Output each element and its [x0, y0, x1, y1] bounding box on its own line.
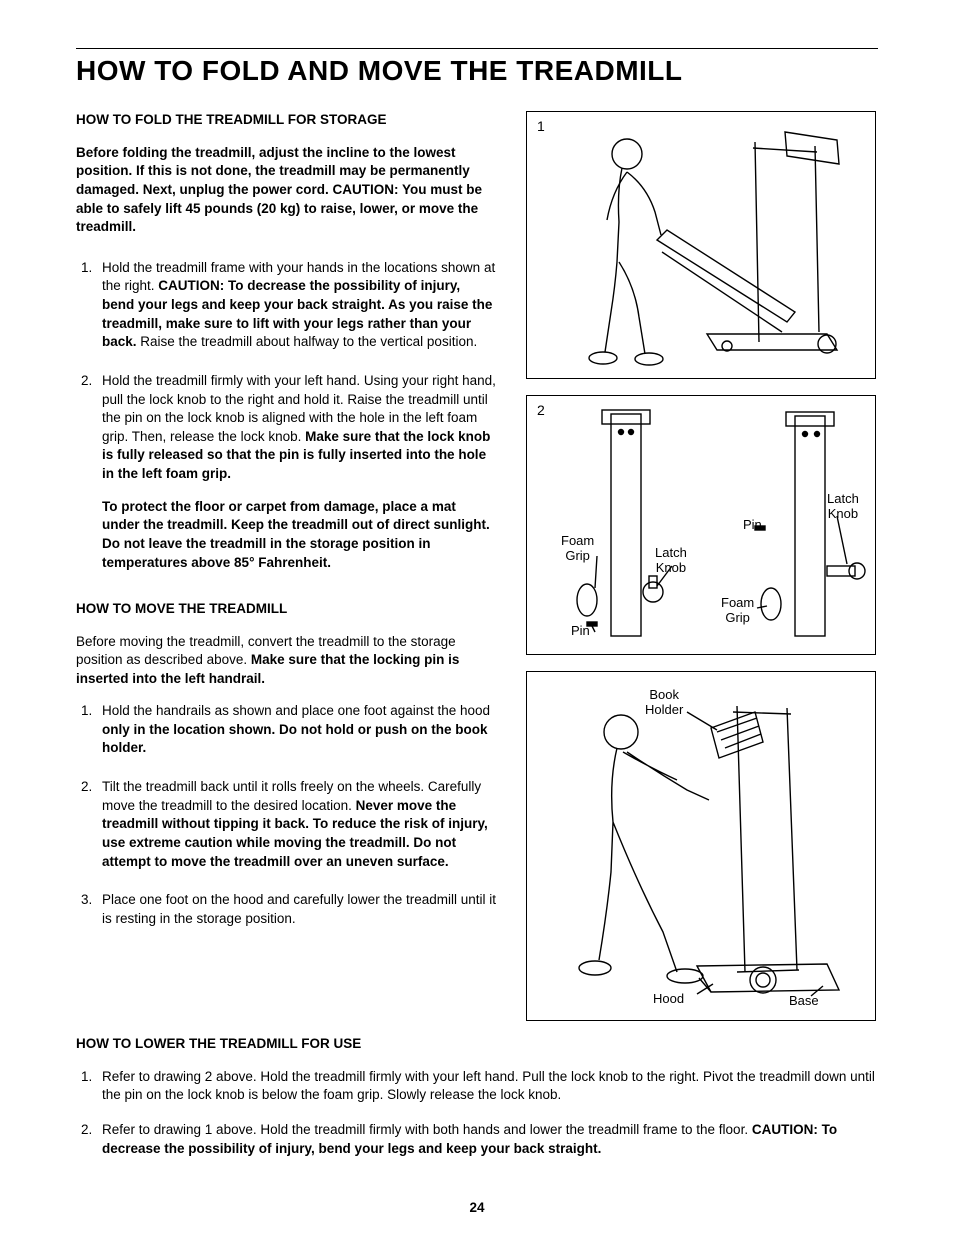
- page-number: 24: [0, 1200, 954, 1215]
- fold-step2-p2: To protect the floor or carpet from dama…: [102, 498, 496, 573]
- move-intro: Before moving the treadmill, convert the…: [76, 633, 496, 689]
- lower-step2-a: Refer to drawing 1 above. Hold the tread…: [102, 1122, 752, 1137]
- fig3-label-hood: Hood: [653, 992, 684, 1007]
- fig2-label-foam-grip-l: Foam Grip: [561, 534, 594, 564]
- fig2-label-pin-r: Pin: [743, 518, 762, 533]
- manual-page: HOW TO FOLD AND MOVE THE TREADMILL HOW T…: [0, 0, 954, 1235]
- move-step-2: Tilt the treadmill back until it rolls f…: [96, 778, 496, 871]
- lower-step-2: Refer to drawing 1 above. Hold the tread…: [96, 1121, 878, 1158]
- figure-1: 1: [526, 111, 876, 379]
- fold-steps: Hold the treadmill frame with your hands…: [76, 259, 496, 572]
- figure-2: 2: [526, 395, 876, 655]
- move-step-3: Place one foot on the hood and carefully…: [96, 891, 496, 928]
- right-column: 1: [526, 111, 876, 1021]
- figure-2-number: 2: [537, 402, 545, 418]
- two-column-layout: HOW TO FOLD THE TREADMILL FOR STORAGE Be…: [76, 111, 878, 1021]
- move-step1-a: Hold the handrails as shown and place on…: [102, 703, 490, 718]
- move-steps: Hold the handrails as shown and place on…: [76, 702, 496, 928]
- move-step-1: Hold the handrails as shown and place on…: [96, 702, 496, 758]
- fig2-label-pin-l: Pin: [571, 624, 590, 639]
- fold-step1-text-c: Raise the treadmill about halfway to the…: [137, 334, 478, 349]
- section-heading-fold: HOW TO FOLD THE TREADMILL FOR STORAGE: [76, 111, 496, 130]
- fold-intro: Before folding the treadmill, adjust the…: [76, 144, 496, 237]
- left-column: HOW TO FOLD THE TREADMILL FOR STORAGE Be…: [76, 111, 496, 1021]
- fig2-label-latch-knob-r: Latch Knob: [827, 492, 859, 522]
- fold-step-1: Hold the treadmill frame with your hands…: [96, 259, 496, 352]
- fig2-label-latch-knob-l: Latch Knob: [655, 546, 687, 576]
- fig3-label-base: Base: [789, 994, 819, 1009]
- figure-1-illustration: [527, 112, 877, 380]
- section-lower: HOW TO LOWER THE TREADMILL FOR USE Refer…: [76, 1035, 878, 1158]
- figure-1-number: 1: [537, 118, 545, 134]
- fold-step-2: Hold the treadmill firmly with your left…: [96, 372, 496, 572]
- figure-3: Book Holder Hood Base: [526, 671, 876, 1021]
- lower-step-1: Refer to drawing 2 above. Hold the tread…: [96, 1068, 878, 1105]
- fig3-label-book-holder: Book Holder: [645, 688, 683, 718]
- figure-3-illustration: [527, 672, 877, 1022]
- section-heading-move: HOW TO MOVE THE TREADMILL: [76, 600, 496, 619]
- fig2-label-foam-grip-r: Foam Grip: [721, 596, 754, 626]
- section-heading-lower: HOW TO LOWER THE TREADMILL FOR USE: [76, 1035, 878, 1054]
- figure-2-illustration: [527, 396, 877, 656]
- page-title: HOW TO FOLD AND MOVE THE TREADMILL: [76, 55, 878, 87]
- move-step1-b: only in the location shown. Do not hold …: [102, 722, 487, 756]
- top-rule: [76, 48, 878, 49]
- lower-steps: Refer to drawing 2 above. Hold the tread…: [76, 1068, 878, 1159]
